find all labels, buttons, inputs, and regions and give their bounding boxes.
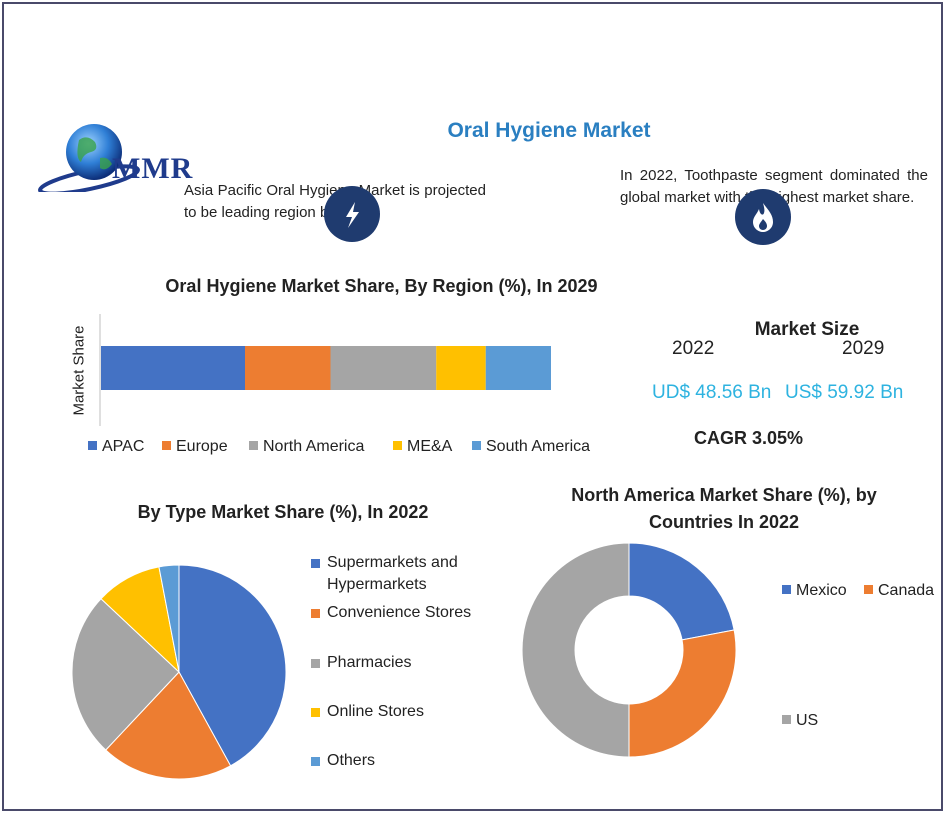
legend-label: Europe [176,438,228,455]
legend-label: South America [486,438,591,455]
legend-swatch [88,441,97,450]
globe-icon [38,124,140,196]
legend-swatch [782,585,791,594]
bar-segment-south-america [485,346,551,390]
market-size-value-end: US$ 59.92 Bn [785,382,904,403]
slice-others [158,564,180,673]
market-size-title: Market Size [754,319,860,340]
mmr-logo: MMR [34,122,214,196]
market-size-year-end: 2029 [842,338,885,359]
slice-canada [628,629,737,758]
legend-swatch [311,659,320,668]
legend-label: Convenience Stores [327,604,472,621]
region-stacked-bar-chart [99,314,551,426]
bar-segment-apac [101,346,245,390]
legend-item-mexico: Mexico [782,582,847,600]
legend-label: North America [263,438,365,455]
legend-item-meanda: ME&A [393,438,452,456]
slice-supermarkets-and-hypermarkets [178,564,287,767]
legend-item-supermarkets-and-hypermarkets: Supermarkets and Hypermarkets [311,552,481,596]
legend-swatch [311,609,320,618]
legend-item-online-stores: Online Stores [311,701,481,723]
region-chart-legend: APAC Europe North America ME&A South America [4,438,624,462]
legend-label: US [796,712,819,729]
market-size-value-start: UD$ 48.56 Bn [652,382,772,403]
legend-label: Others [327,752,376,769]
legend-label: Canada [878,582,935,599]
legend-label: APAC [102,438,145,455]
slice-convenience-stores [105,671,232,780]
legend-label: Mexico [796,582,847,599]
legend-swatch [393,441,402,450]
bar-segment-meanda [436,346,486,390]
legend-label: Online Stores [327,703,424,720]
legend-item-pharmacies: Pharmacies [311,652,481,674]
slice-us [521,542,630,758]
legend-label: ME&A [407,438,453,455]
legend-swatch [311,559,320,568]
legend-item-south-america: South America [472,438,590,456]
region-chart-title: Oral Hygiene Market Share, By Region (%)… [165,276,598,296]
type-chart-title: By Type Market Share (%), In 2022 [137,502,429,522]
na-chart-title: North America Market Share (%), by Count… [571,485,877,532]
market-size-year-start: 2022 [672,338,715,359]
na-donut-chart [521,542,737,758]
logo-text: MMR [112,152,194,185]
legend-item-others: Others [311,750,481,772]
lightning-icon [324,186,380,242]
legend-swatch [472,441,481,450]
legend-label: Pharmacies [327,654,412,671]
legend-swatch [249,441,258,450]
legend-item-convenience-stores: Convenience Stores [311,602,481,624]
legend-item-north-america: North America [249,438,364,456]
legend-item-apac: APAC [88,438,144,456]
slice-pharmacies [71,598,180,751]
slice-mexico [628,542,735,641]
flame-icon [735,189,791,245]
legend-swatch [311,757,320,766]
legend-swatch [864,585,873,594]
legend-swatch [782,715,791,724]
legend-label: Supermarkets and Hypermarkets [327,554,458,593]
cagr-value: CAGR 3.05% [694,428,804,448]
page-title: Oral Hygiene Market [447,119,651,142]
type-pie-chart [71,564,287,780]
bar-segment-north-america [330,346,437,390]
legend-item-europe: Europe [162,438,228,456]
legend-item-us: US [782,712,818,730]
legend-swatch [311,708,320,717]
legend-item-canada: Canada [864,582,934,600]
legend-swatch [162,441,171,450]
callout-segment: In 2022, Toothpaste segment dominated th… [620,167,928,206]
bar-segment-europe [245,346,331,390]
